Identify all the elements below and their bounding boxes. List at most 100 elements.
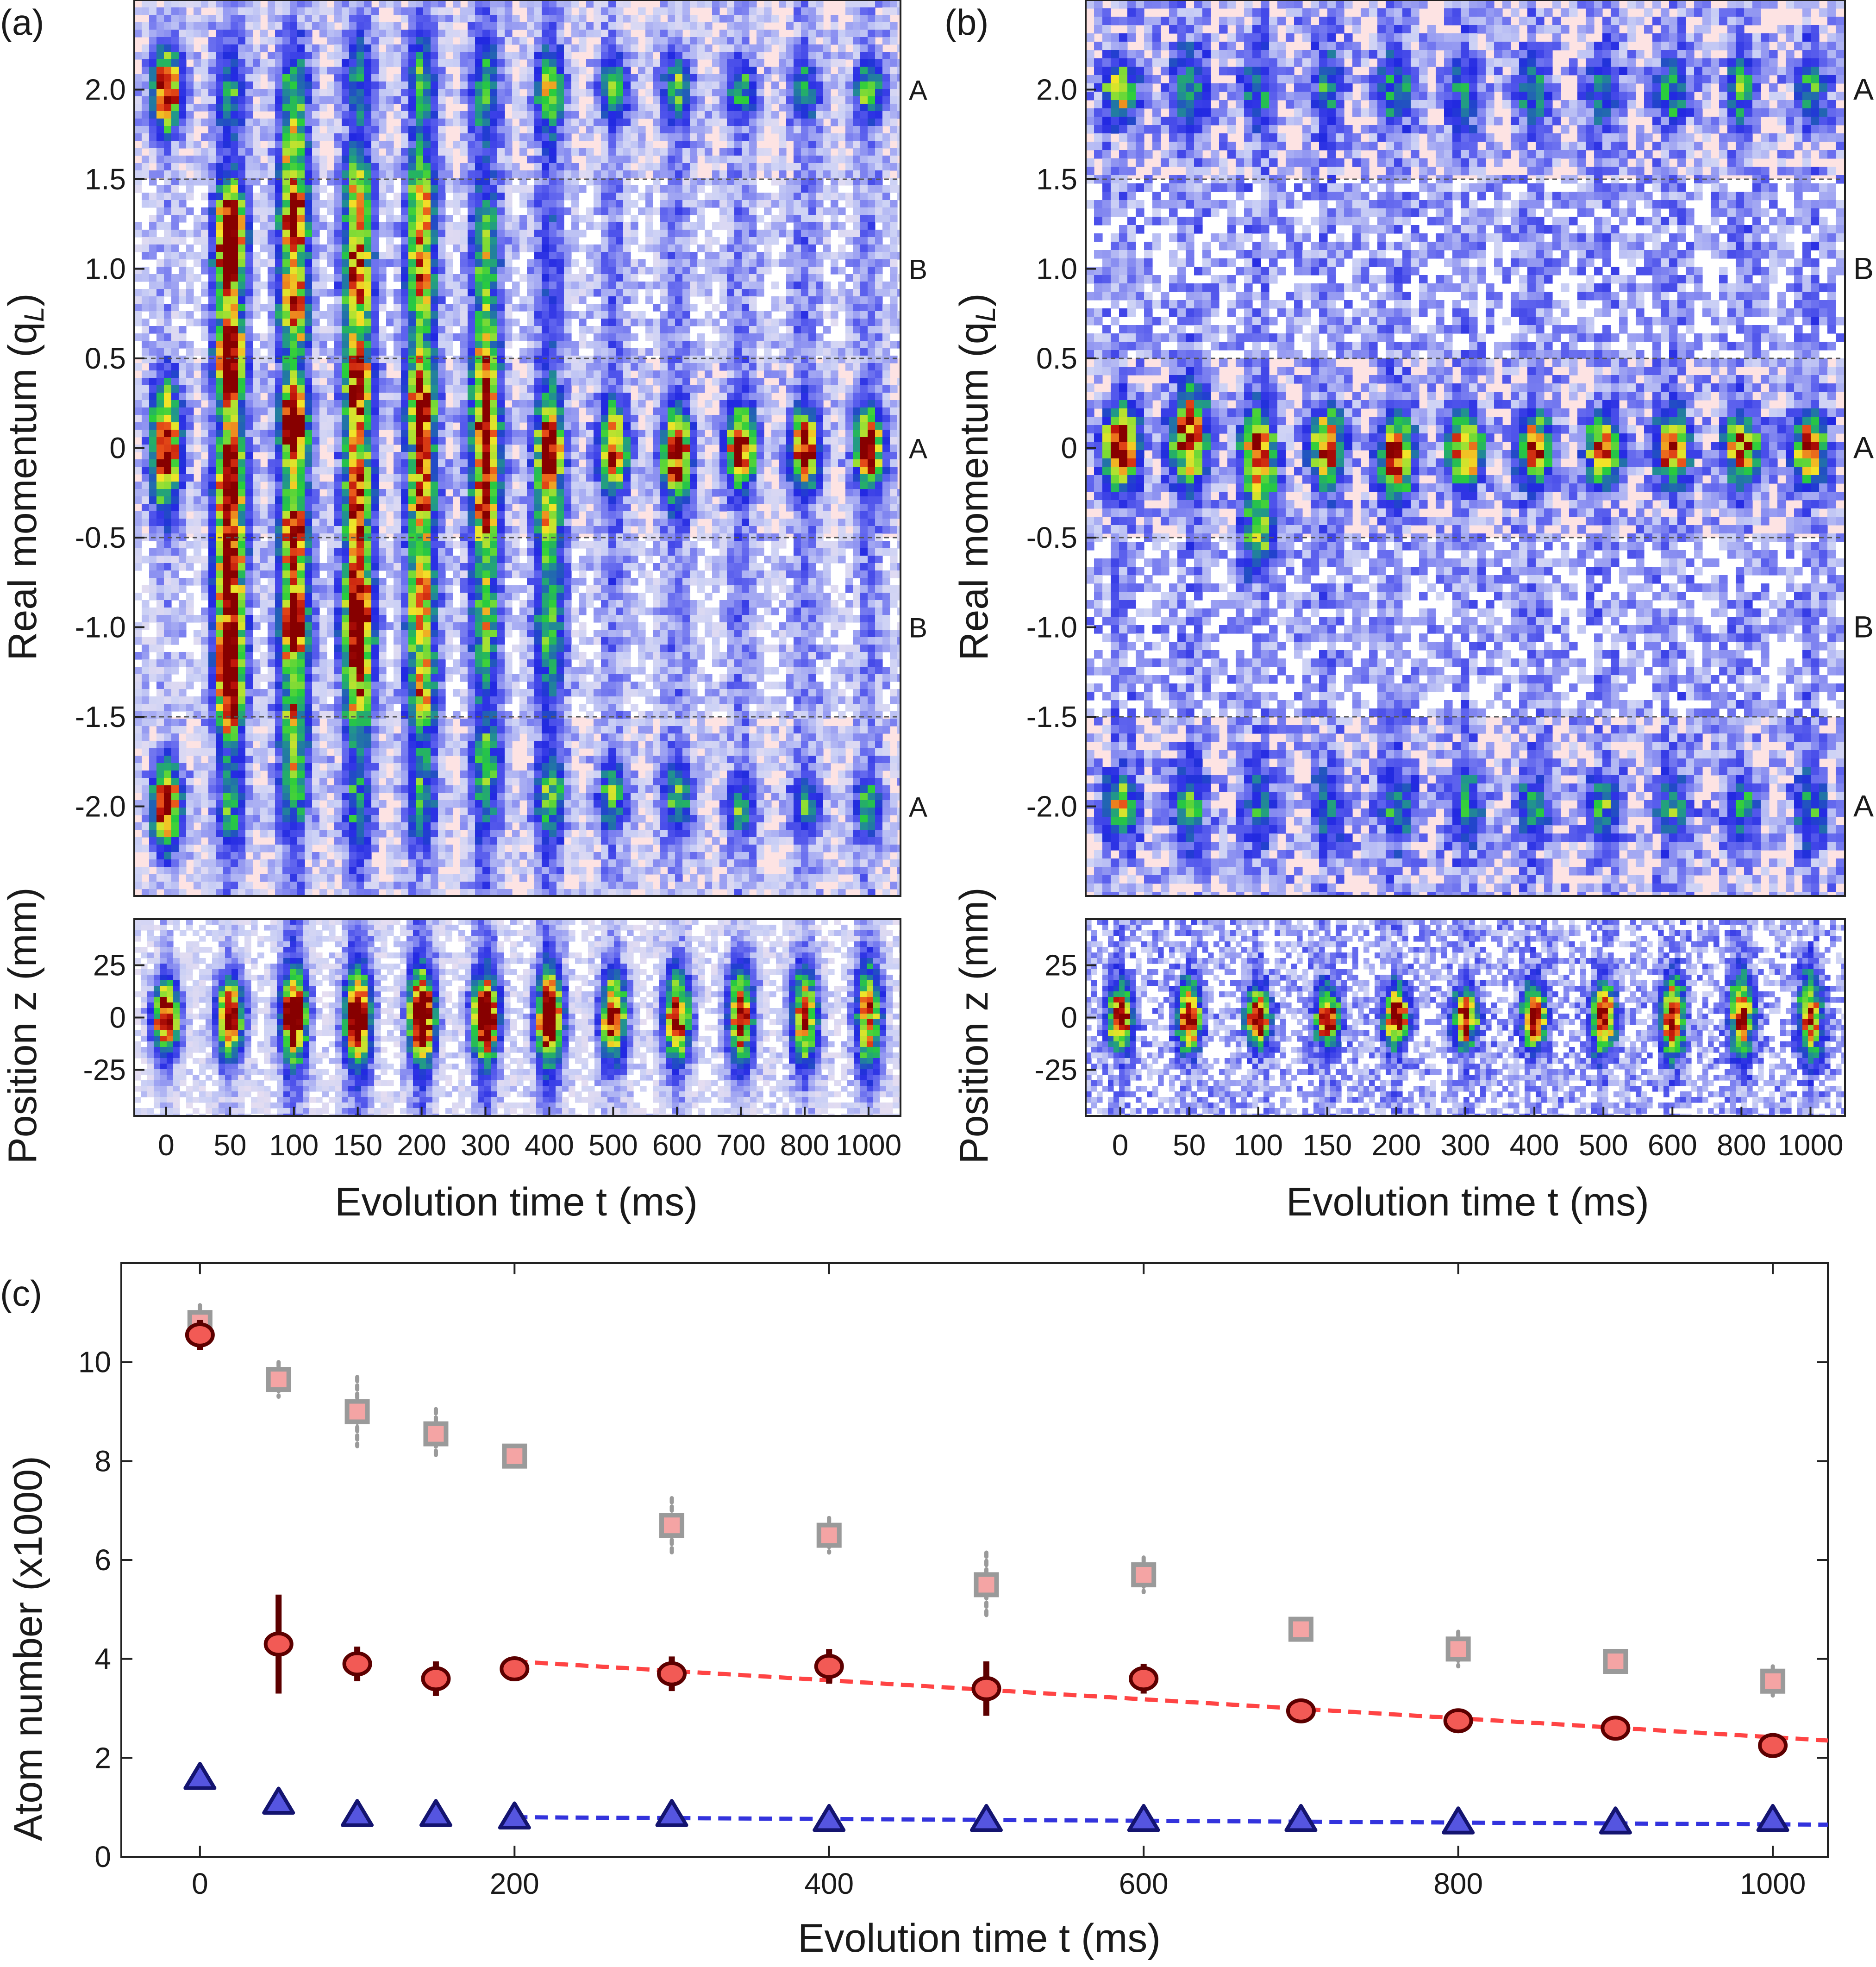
heatmap-pixel [297, 148, 305, 156]
heatmap-pixel [149, 237, 157, 245]
heatmap-pixel [431, 600, 438, 608]
heatmap-pixel [416, 556, 424, 564]
heatmap-pixel [468, 200, 475, 208]
heatmap-pixel [282, 156, 290, 163]
heatmap-pixel [290, 630, 298, 638]
heatmap-pixel [349, 667, 357, 675]
heatmap-pixel [319, 274, 327, 282]
heatmap-pixel [290, 585, 298, 593]
heatmap-pixel [275, 593, 283, 601]
heatmap-pixel [349, 689, 357, 697]
heatmap-pixel [416, 578, 424, 586]
heatmap-pixel [134, 689, 142, 697]
heatmap-pixel [349, 0, 357, 8]
heatmap-pixel [423, 630, 431, 638]
heatmap-pixel [171, 852, 179, 860]
heatmap-pixel [253, 548, 261, 556]
heatmap-pixel [238, 467, 246, 475]
heatmap-pixel [194, 882, 201, 890]
heatmap-pixel [245, 704, 253, 712]
heatmap-pixel [164, 163, 172, 171]
heatmap-pixel [208, 608, 216, 615]
heatmap-pixel [438, 400, 446, 408]
heatmap-pixel [416, 608, 424, 615]
heatmap-pixel [164, 200, 172, 208]
heatmap-pixel [401, 244, 409, 252]
heatmap-pixel [201, 156, 209, 163]
heatmap-pixel [408, 89, 416, 97]
heatmap-pixel [416, 637, 424, 645]
heatmap-pixel [468, 459, 475, 467]
heatmap-pixel [142, 67, 150, 75]
heatmap-pixel [327, 378, 335, 386]
heatmap-pixel [438, 771, 446, 778]
heatmap-pixel [134, 111, 142, 119]
heatmap-pixel [423, 185, 431, 193]
heatmap-pixel [349, 126, 357, 134]
heatmap-pixel [216, 578, 224, 586]
heatmap-pixel [238, 771, 246, 778]
heatmap-pixel [334, 615, 342, 623]
heatmap-pixel [431, 726, 438, 734]
heatmap-pixel [194, 711, 201, 719]
heatmap-pixel [349, 711, 357, 719]
heatmap-pixel [275, 882, 283, 890]
heatmap-pixel [379, 141, 387, 149]
heatmap-pixel [431, 696, 438, 704]
heatmap-pixel [260, 333, 268, 341]
heatmap-pixel [371, 741, 379, 749]
heatmap-pixel [431, 756, 438, 764]
heatmap-pixel [268, 430, 275, 438]
heatmap-pixel [194, 89, 201, 97]
heatmap-pixel [297, 200, 305, 208]
heatmap-pixel [275, 548, 283, 556]
heatmap-pixel [460, 882, 468, 890]
heatmap-pixel [379, 659, 387, 667]
heatmap-pixel [468, 556, 475, 564]
heatmap-pixel [238, 482, 246, 489]
heatmap-pixel [468, 59, 475, 67]
heatmap-pixel [231, 615, 238, 623]
heatmap-pixel [297, 482, 305, 489]
heatmap-pixel [438, 689, 446, 697]
heatmap-pixel [460, 593, 468, 601]
heatmap-pixel [460, 400, 468, 408]
heatmap-pixel [334, 259, 342, 267]
heatmap-pixel [194, 67, 201, 75]
heatmap-pixel [216, 859, 224, 867]
heatmap-pixel [364, 215, 372, 223]
heatmap-pixel [238, 437, 246, 445]
heatmap-pixel [164, 126, 172, 134]
heatmap-pixel [216, 600, 224, 608]
heatmap-pixel [431, 689, 438, 697]
heatmap-pixel [231, 467, 238, 475]
heatmap-pixel [401, 645, 409, 652]
heatmap-pixel [416, 356, 424, 363]
heatmap-pixel [408, 30, 416, 38]
heatmap-pixel [371, 185, 379, 193]
heatmap-pixel [290, 726, 298, 734]
heatmap-pixel [305, 319, 313, 326]
heatmap-pixel [245, 637, 253, 645]
heatmap-pixel [334, 422, 342, 430]
heatmap-pixel [334, 215, 342, 223]
heatmap-pixel [394, 548, 401, 556]
heatmap-pixel [282, 400, 290, 408]
heatmap-pixel [342, 845, 350, 852]
heatmap-pixel [416, 252, 424, 260]
heatmap-pixel [238, 733, 246, 741]
heatmap-pixel [431, 504, 438, 512]
heatmap-pixel [342, 319, 350, 326]
heatmap-pixel [431, 81, 438, 89]
heatmap-pixel [438, 696, 446, 704]
heatmap-pixel [186, 111, 194, 119]
heatmap-pixel [186, 267, 194, 275]
heatmap-pixel [186, 437, 194, 445]
heatmap-pixel [319, 133, 327, 141]
heatmap-pixel [305, 682, 313, 689]
heatmap-pixel [327, 119, 335, 126]
heatmap-pixel [445, 496, 453, 504]
heatmap-pixel [468, 548, 475, 556]
heatmap-pixel [171, 689, 179, 697]
heatmap-pixel [416, 859, 424, 867]
